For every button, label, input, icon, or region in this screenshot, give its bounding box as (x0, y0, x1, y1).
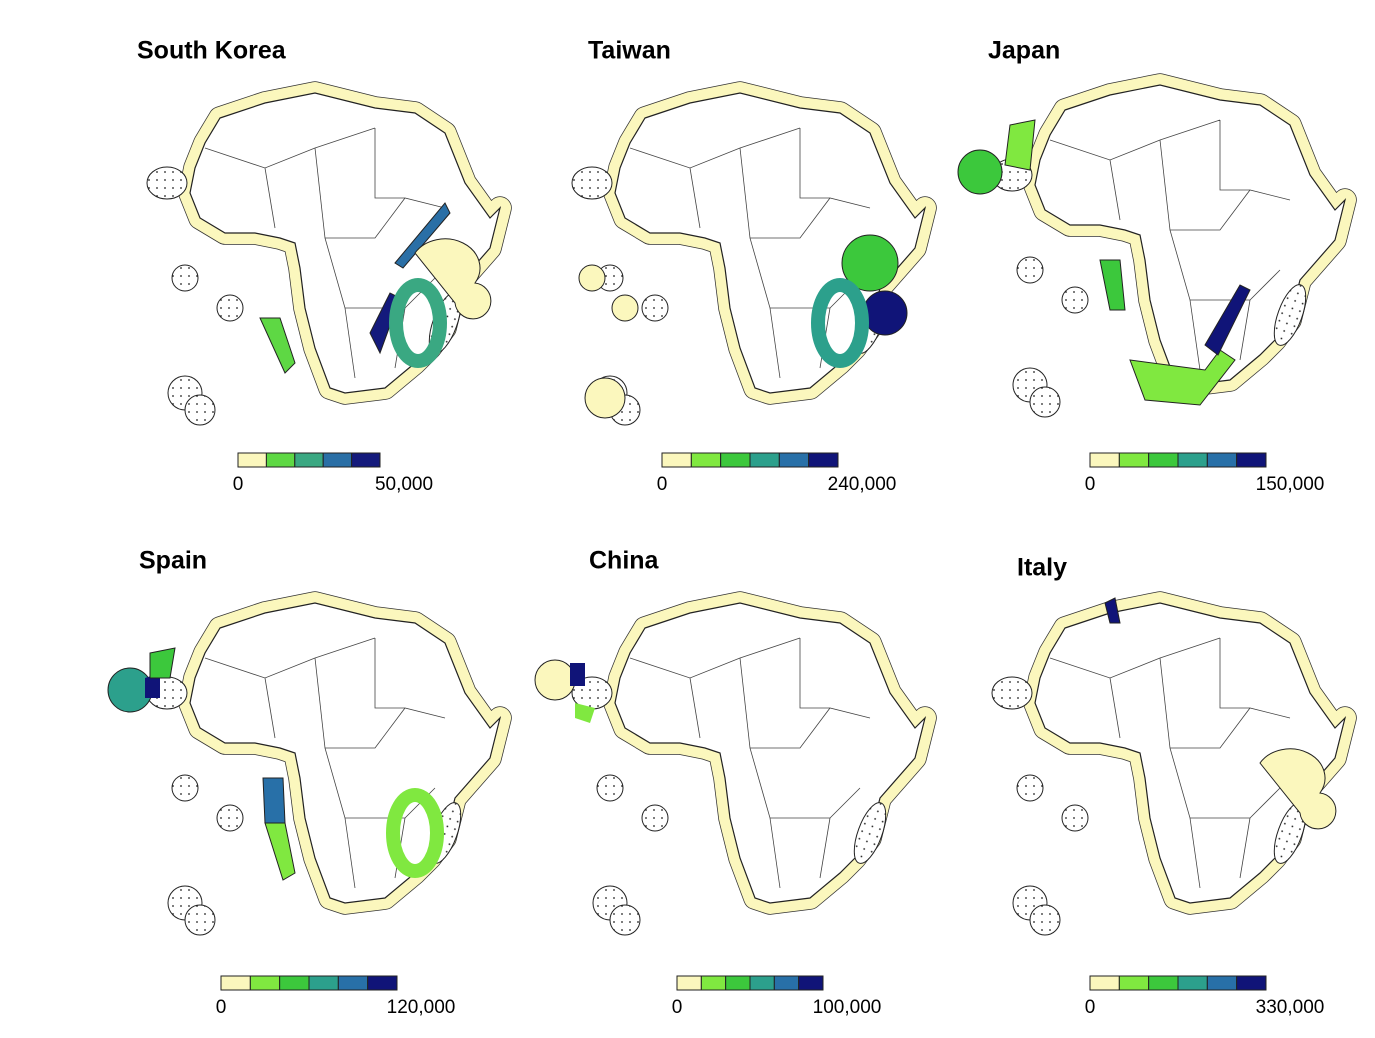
panel (572, 93, 925, 425)
legend-swatch (1177, 975, 1208, 991)
legend-swatch (798, 975, 824, 991)
legend-swatch (1148, 975, 1179, 991)
map-title: South Korea (137, 37, 287, 65)
legend-swatch (351, 452, 381, 468)
legend-swatch (1177, 452, 1208, 468)
panel (147, 93, 500, 425)
map-title: Japan (988, 37, 1060, 65)
legend-swatch (1236, 452, 1267, 468)
legend-min: 0 (1085, 474, 1096, 495)
legend-swatch (808, 452, 839, 468)
legend-max: 100,000 (813, 997, 882, 1018)
legend-swatch (279, 975, 310, 991)
legend-max: 240,000 (828, 474, 897, 495)
legend-max: 120,000 (387, 997, 456, 1018)
legend-swatch (700, 975, 727, 991)
legend-min: 0 (1085, 997, 1096, 1018)
legend-swatch (1089, 975, 1120, 991)
panel (107, 603, 500, 935)
map-title: Spain (139, 547, 207, 575)
legend-swatch (367, 975, 398, 991)
legend-swatch (778, 452, 810, 468)
legend-max: 330,000 (1256, 997, 1325, 1018)
map-title: Italy (1017, 554, 1067, 582)
legend-swatch (1118, 452, 1150, 468)
map-title: Taiwan (588, 37, 671, 65)
legend-swatch (661, 452, 692, 468)
legend-swatch (773, 975, 800, 991)
legend-min: 0 (216, 997, 227, 1018)
legend-swatch (249, 975, 281, 991)
legend-swatch (1206, 452, 1238, 468)
legend-swatch (294, 452, 324, 468)
legend-swatch (1089, 452, 1120, 468)
legend-min: 0 (233, 474, 244, 495)
legend-swatch (749, 975, 775, 991)
legend-swatch (725, 975, 751, 991)
legend-swatch (1206, 975, 1238, 991)
legend-swatch (1118, 975, 1150, 991)
legend-max: 50,000 (375, 474, 433, 495)
legend-swatch (1148, 452, 1179, 468)
map-title: China (589, 547, 660, 575)
legend-swatch (308, 975, 339, 991)
legend-swatch (676, 975, 702, 991)
legend-min: 0 (657, 474, 668, 495)
labels: South Korea 0 50,000 Taiwan 0 240,000 Japan 0 15… (137, 37, 1324, 1018)
legend-swatch (690, 452, 722, 468)
legend-swatch (322, 452, 353, 468)
legend-swatch (337, 975, 369, 991)
legend-swatch (749, 452, 780, 468)
legend-max: 150,000 (1256, 474, 1325, 495)
legend-swatch (1236, 975, 1267, 991)
panel (992, 598, 1345, 935)
panel (534, 603, 925, 935)
legend-swatch (237, 452, 267, 468)
legend-swatch (265, 452, 296, 468)
legend-swatch (720, 452, 751, 468)
legend-swatch (220, 975, 251, 991)
legend-min: 0 (672, 997, 683, 1018)
panel (957, 85, 1345, 417)
